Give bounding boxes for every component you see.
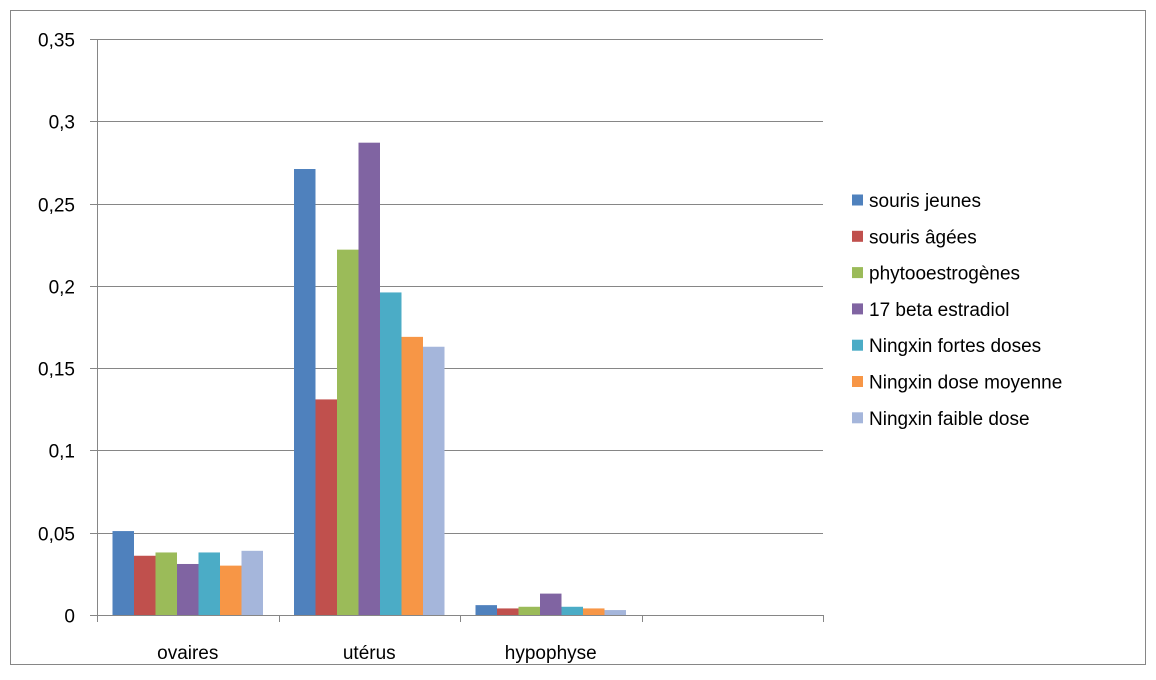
x-category-label: hypophyse <box>505 643 597 664</box>
bar <box>604 610 626 615</box>
bar <box>198 552 220 615</box>
axes: 0 0,05 0,1 0,15 0,2 0,25 0,3 0,35 ovaires utérus h… <box>38 31 824 664</box>
legend-label: souris jeunes <box>869 191 981 212</box>
y-tick-label: 0 <box>64 607 75 628</box>
bar <box>220 565 242 615</box>
y-tick-label: 0,35 <box>38 31 75 52</box>
legend-label: souris âgées <box>869 227 977 248</box>
bar <box>540 593 562 615</box>
legend-swatch <box>852 303 863 315</box>
bar <box>337 249 359 615</box>
legend-swatch <box>852 230 863 242</box>
x-category-label: ovaires <box>157 643 218 664</box>
bars <box>112 142 626 615</box>
x-category-label: utérus <box>343 643 396 664</box>
bar <box>134 555 156 615</box>
y-tick-label: 0,2 <box>49 278 75 299</box>
legend-swatch <box>852 194 863 206</box>
gridlines <box>97 39 823 534</box>
bar <box>475 605 497 615</box>
bar <box>155 552 177 615</box>
legend-label: 17 beta estradiol <box>869 300 1010 321</box>
bar <box>423 346 445 615</box>
legend-label: Ningxin fortes doses <box>869 336 1041 357</box>
bar <box>241 550 263 615</box>
legend-label: Ningxin faible dose <box>869 409 1030 430</box>
bar <box>497 608 519 615</box>
legend-swatch <box>852 376 863 387</box>
legend-swatch <box>852 267 863 279</box>
y-tick-label: 0,05 <box>38 525 75 546</box>
bar <box>294 169 316 615</box>
legend-swatch <box>852 412 863 424</box>
y-tick-label: 0,3 <box>49 113 75 134</box>
y-tick-label: 0,25 <box>38 196 75 217</box>
legend: souris jeunes souris âgées phytooestrogène… <box>852 191 1062 430</box>
y-tick-label: 0,15 <box>38 360 75 381</box>
bar <box>583 608 605 615</box>
bar <box>401 336 423 615</box>
y-tick-label: 0,1 <box>49 442 75 463</box>
bar <box>177 563 199 615</box>
bar <box>518 606 540 615</box>
bar <box>315 399 337 615</box>
legend-label: Ningxin dose moyenne <box>869 373 1062 394</box>
bar <box>380 292 402 615</box>
bar <box>561 606 583 615</box>
legend-swatch <box>852 339 863 351</box>
bar <box>358 142 380 615</box>
legend-label: phytooestrogènes <box>869 264 1020 285</box>
bar <box>112 531 134 615</box>
